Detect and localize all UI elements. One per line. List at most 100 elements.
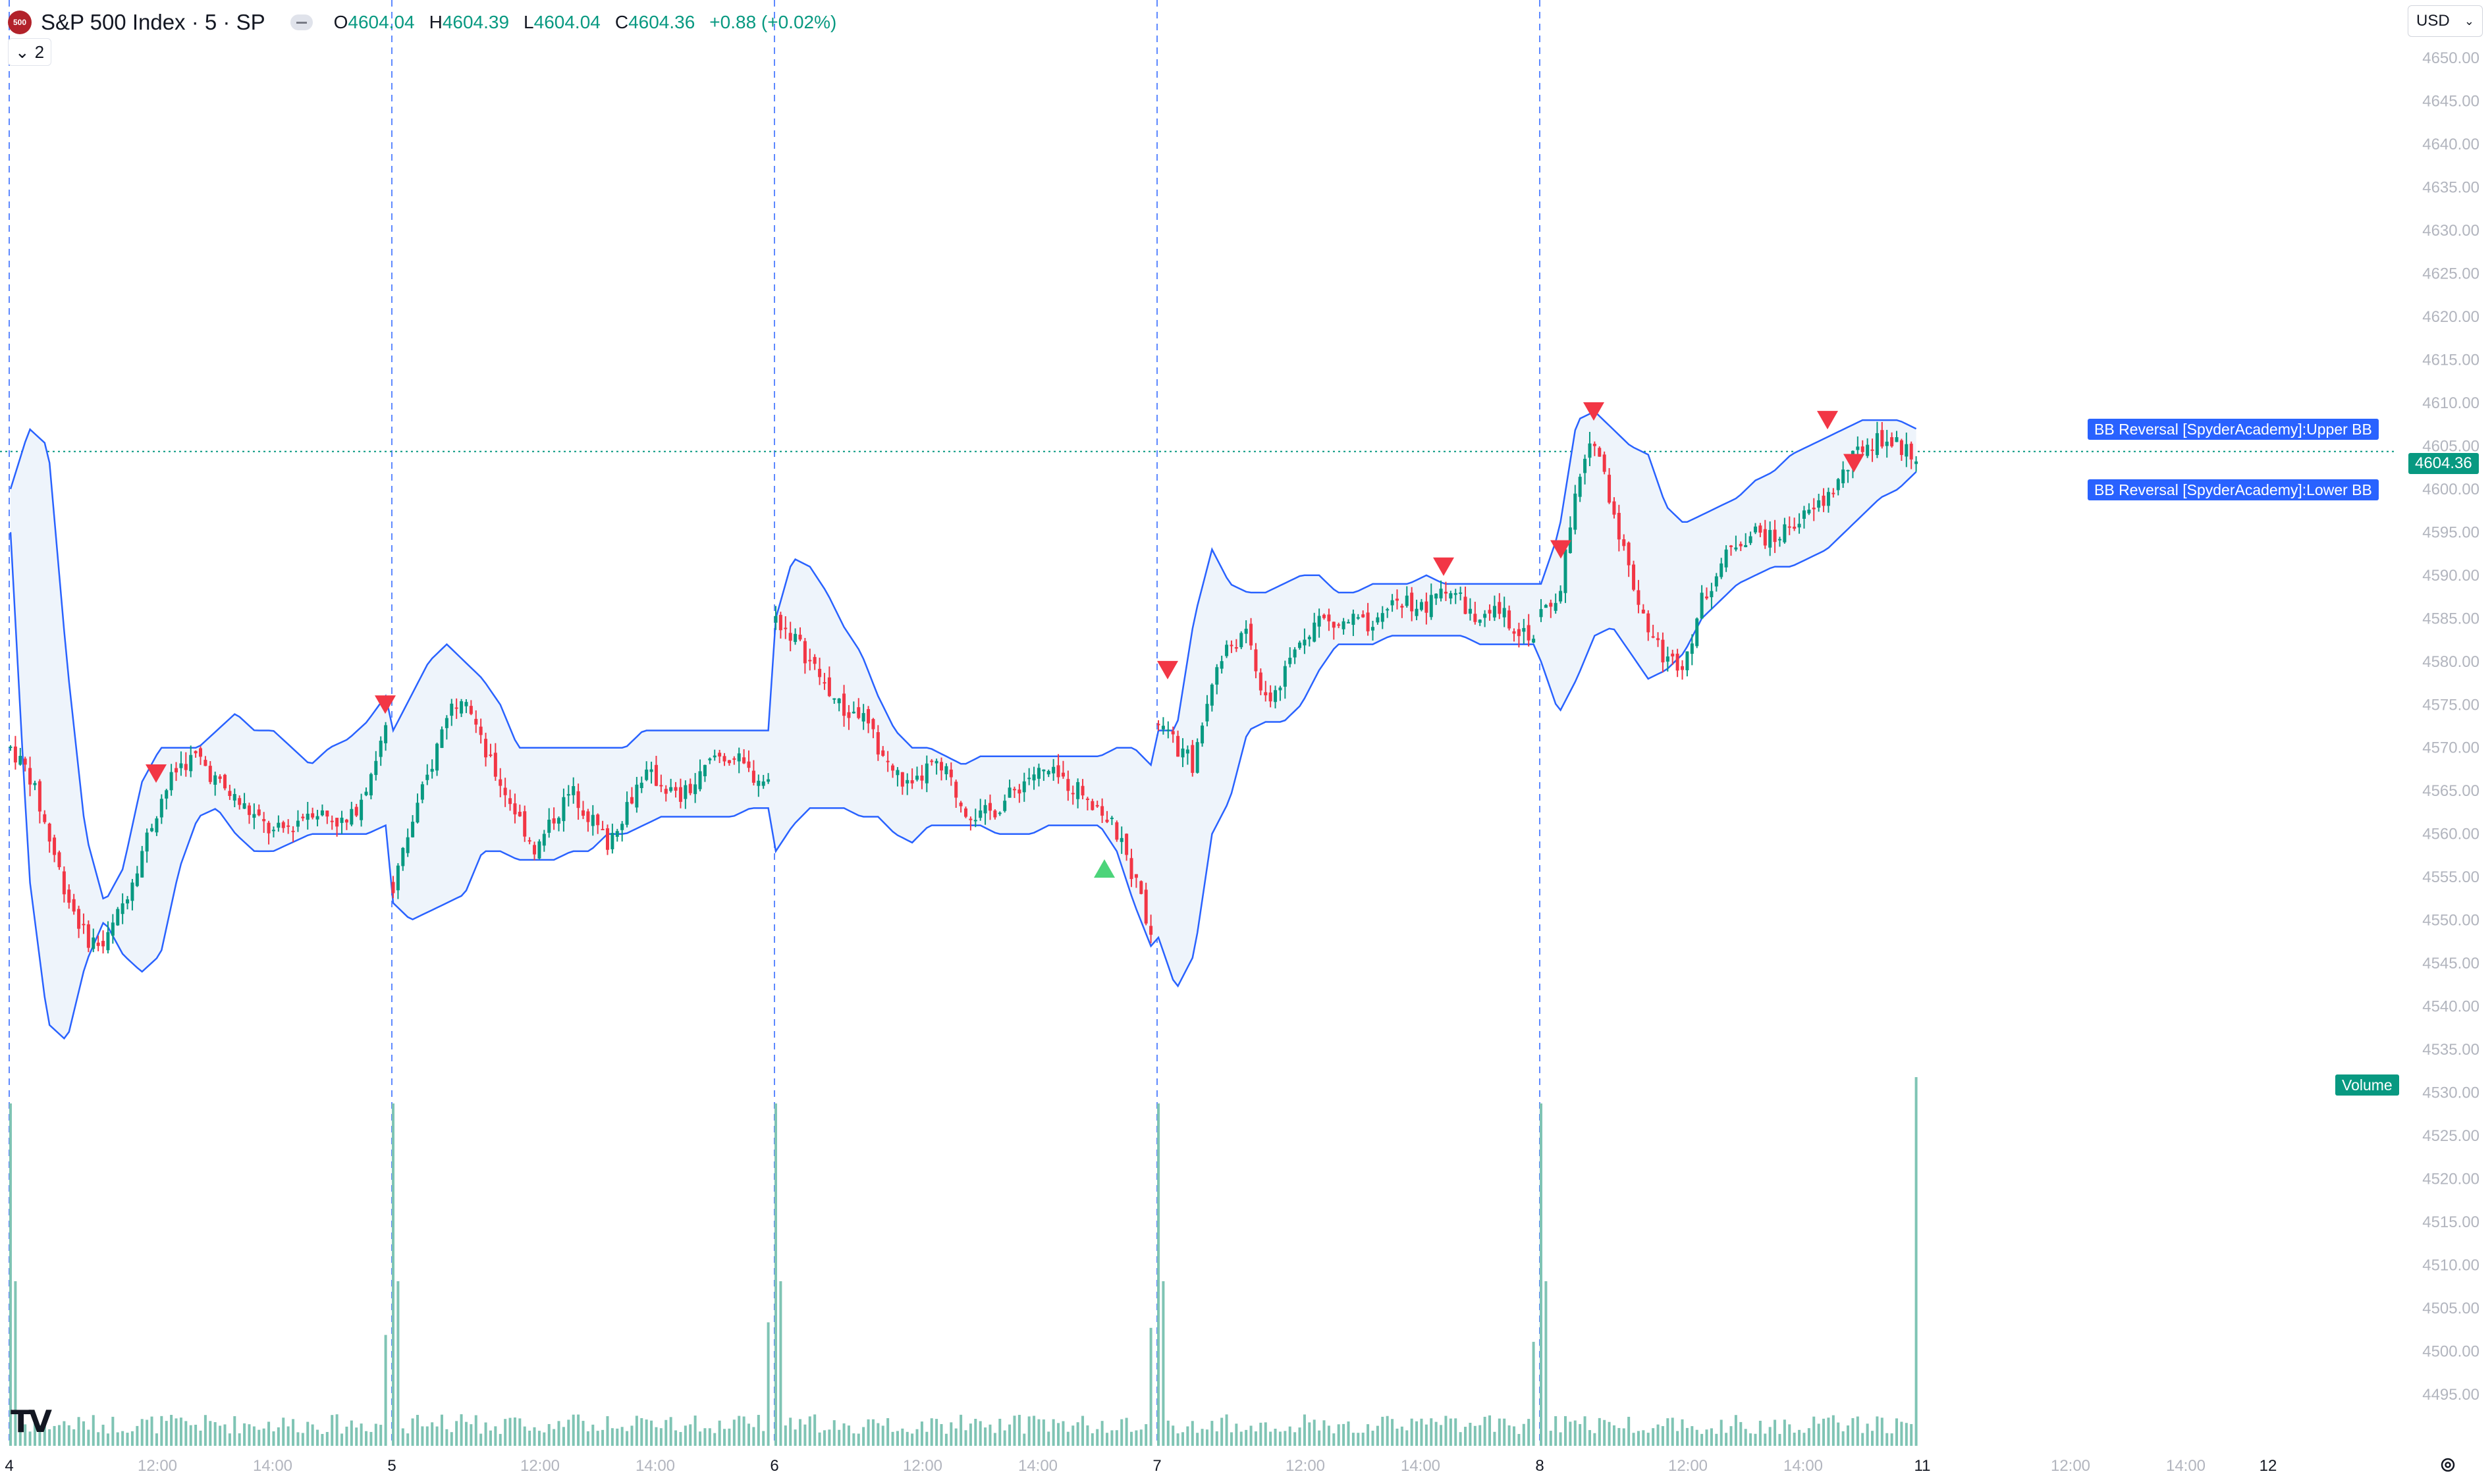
candle-body: [435, 743, 439, 771]
volume-bar: [606, 1416, 609, 1446]
candle-body: [1651, 636, 1655, 638]
candle-body: [1793, 526, 1797, 529]
candle-body: [983, 805, 987, 814]
volume-bar: [1278, 1431, 1282, 1446]
volume-bar: [1729, 1426, 1733, 1446]
volume-bar: [14, 1281, 17, 1446]
volume-bar: [1783, 1419, 1786, 1446]
volume-bar: [877, 1423, 880, 1446]
volume-bar: [553, 1429, 556, 1446]
volume-bar: [67, 1425, 70, 1446]
candle-body: [940, 762, 944, 771]
volume-bar: [984, 1427, 987, 1446]
candle-body: [189, 755, 193, 772]
candle-body: [440, 729, 444, 749]
volume-bar: [1573, 1420, 1577, 1446]
volume-bar: [537, 1431, 541, 1446]
volume-bar: [1914, 1077, 1918, 1446]
candle-body: [9, 746, 13, 748]
volume-bar: [728, 1428, 731, 1446]
candle-body: [732, 758, 736, 760]
volume-bar: [1812, 1416, 1816, 1446]
volume-bar: [248, 1424, 251, 1446]
candle-body: [121, 903, 124, 914]
currency-select[interactable]: USD ⌄: [2408, 5, 2483, 37]
symbol-title[interactable]: S&P 500 Index · 5 · SP: [41, 10, 265, 34]
volume-bar: [1739, 1421, 1743, 1446]
candle-body: [552, 818, 556, 824]
symbol-header: 500 S&P 500 Index · 5 · SP O4604.04 H460…: [8, 5, 836, 40]
candle-body: [445, 718, 448, 728]
volume-bar: [1627, 1416, 1631, 1446]
candle-body: [1003, 801, 1007, 811]
volume-bar: [1695, 1429, 1698, 1446]
volume-bar: [277, 1427, 280, 1446]
candle-body: [1860, 446, 1864, 452]
candle-body: [954, 782, 958, 798]
candle-body: [1492, 606, 1496, 618]
candle-body: [906, 780, 909, 783]
candle-body: [867, 709, 871, 724]
candle-body: [798, 635, 802, 640]
candle-body: [1356, 617, 1360, 619]
volume-bar: [301, 1433, 304, 1446]
symbol-logo[interactable]: 500: [8, 11, 32, 34]
volume-bar: [77, 1417, 80, 1446]
candle-body: [406, 837, 410, 853]
candle-body: [1724, 549, 1728, 568]
candle-body: [808, 660, 812, 662]
indicators-collapse-button[interactable]: ⌄ 2: [8, 38, 51, 66]
candle-body: [165, 790, 169, 799]
volume-bar: [57, 1425, 61, 1446]
candle-body: [1773, 529, 1777, 543]
candle-body: [1095, 805, 1099, 807]
volume-bar: [431, 1422, 434, 1446]
volume-bar: [1430, 1418, 1433, 1446]
candle-body: [228, 791, 232, 796]
volume-bar: [1540, 1103, 1542, 1446]
volume-bar: [767, 1322, 770, 1446]
candle-body: [311, 813, 315, 818]
volume-bar: [557, 1421, 560, 1446]
candle-body: [1298, 642, 1302, 649]
candle-body: [62, 871, 66, 895]
volume-bar: [406, 1433, 410, 1446]
hide-toggle-button[interactable]: [290, 14, 313, 30]
volume-bar: [1139, 1429, 1143, 1446]
candle-body: [330, 820, 334, 822]
volume-bar: [1569, 1421, 1572, 1446]
candle-body: [1748, 536, 1752, 543]
candle-body: [1283, 666, 1287, 687]
candle-body: [1856, 446, 1860, 450]
candle-body: [1361, 614, 1365, 618]
time-axis[interactable]: 4 12:00 14:00 5 12:00 14:00 6 12:00 14:00 7 12:00 1…: [5, 1457, 2277, 1475]
volume-bar: [1725, 1433, 1728, 1446]
candle-body: [72, 899, 76, 912]
volume-bar: [1420, 1418, 1423, 1446]
volume-bar: [321, 1433, 324, 1446]
gear-icon[interactable]: [2438, 1455, 2458, 1475]
volume-bar: [1351, 1433, 1355, 1446]
candle-body: [1507, 610, 1511, 629]
price-tick-label: 4650.00: [2422, 49, 2479, 67]
volume-bar: [306, 1421, 310, 1446]
tradingview-logo[interactable]: TV: [11, 1404, 52, 1439]
volume-bar: [494, 1426, 497, 1446]
candle-body: [411, 822, 415, 837]
price-tick-label: 4545.00: [2422, 955, 2479, 972]
candle-body: [425, 774, 429, 780]
price-axis[interactable]: 4650.00 4645.00 4640.00 4635.00 4630.00 4625.…: [2422, 49, 2479, 1404]
candle-body: [1410, 593, 1414, 612]
candle-body: [615, 831, 619, 837]
candle-body: [708, 758, 712, 760]
volume-bar: [1798, 1429, 1801, 1446]
volume-bar: [440, 1414, 443, 1446]
candle-body: [1739, 544, 1743, 546]
volume-bar: [1856, 1416, 1859, 1446]
volume-bar: [513, 1417, 516, 1446]
volume-bar: [1598, 1418, 1601, 1446]
volume-bar: [1464, 1427, 1467, 1446]
volume-bar: [1449, 1418, 1452, 1446]
volume-bar: [1478, 1425, 1482, 1446]
